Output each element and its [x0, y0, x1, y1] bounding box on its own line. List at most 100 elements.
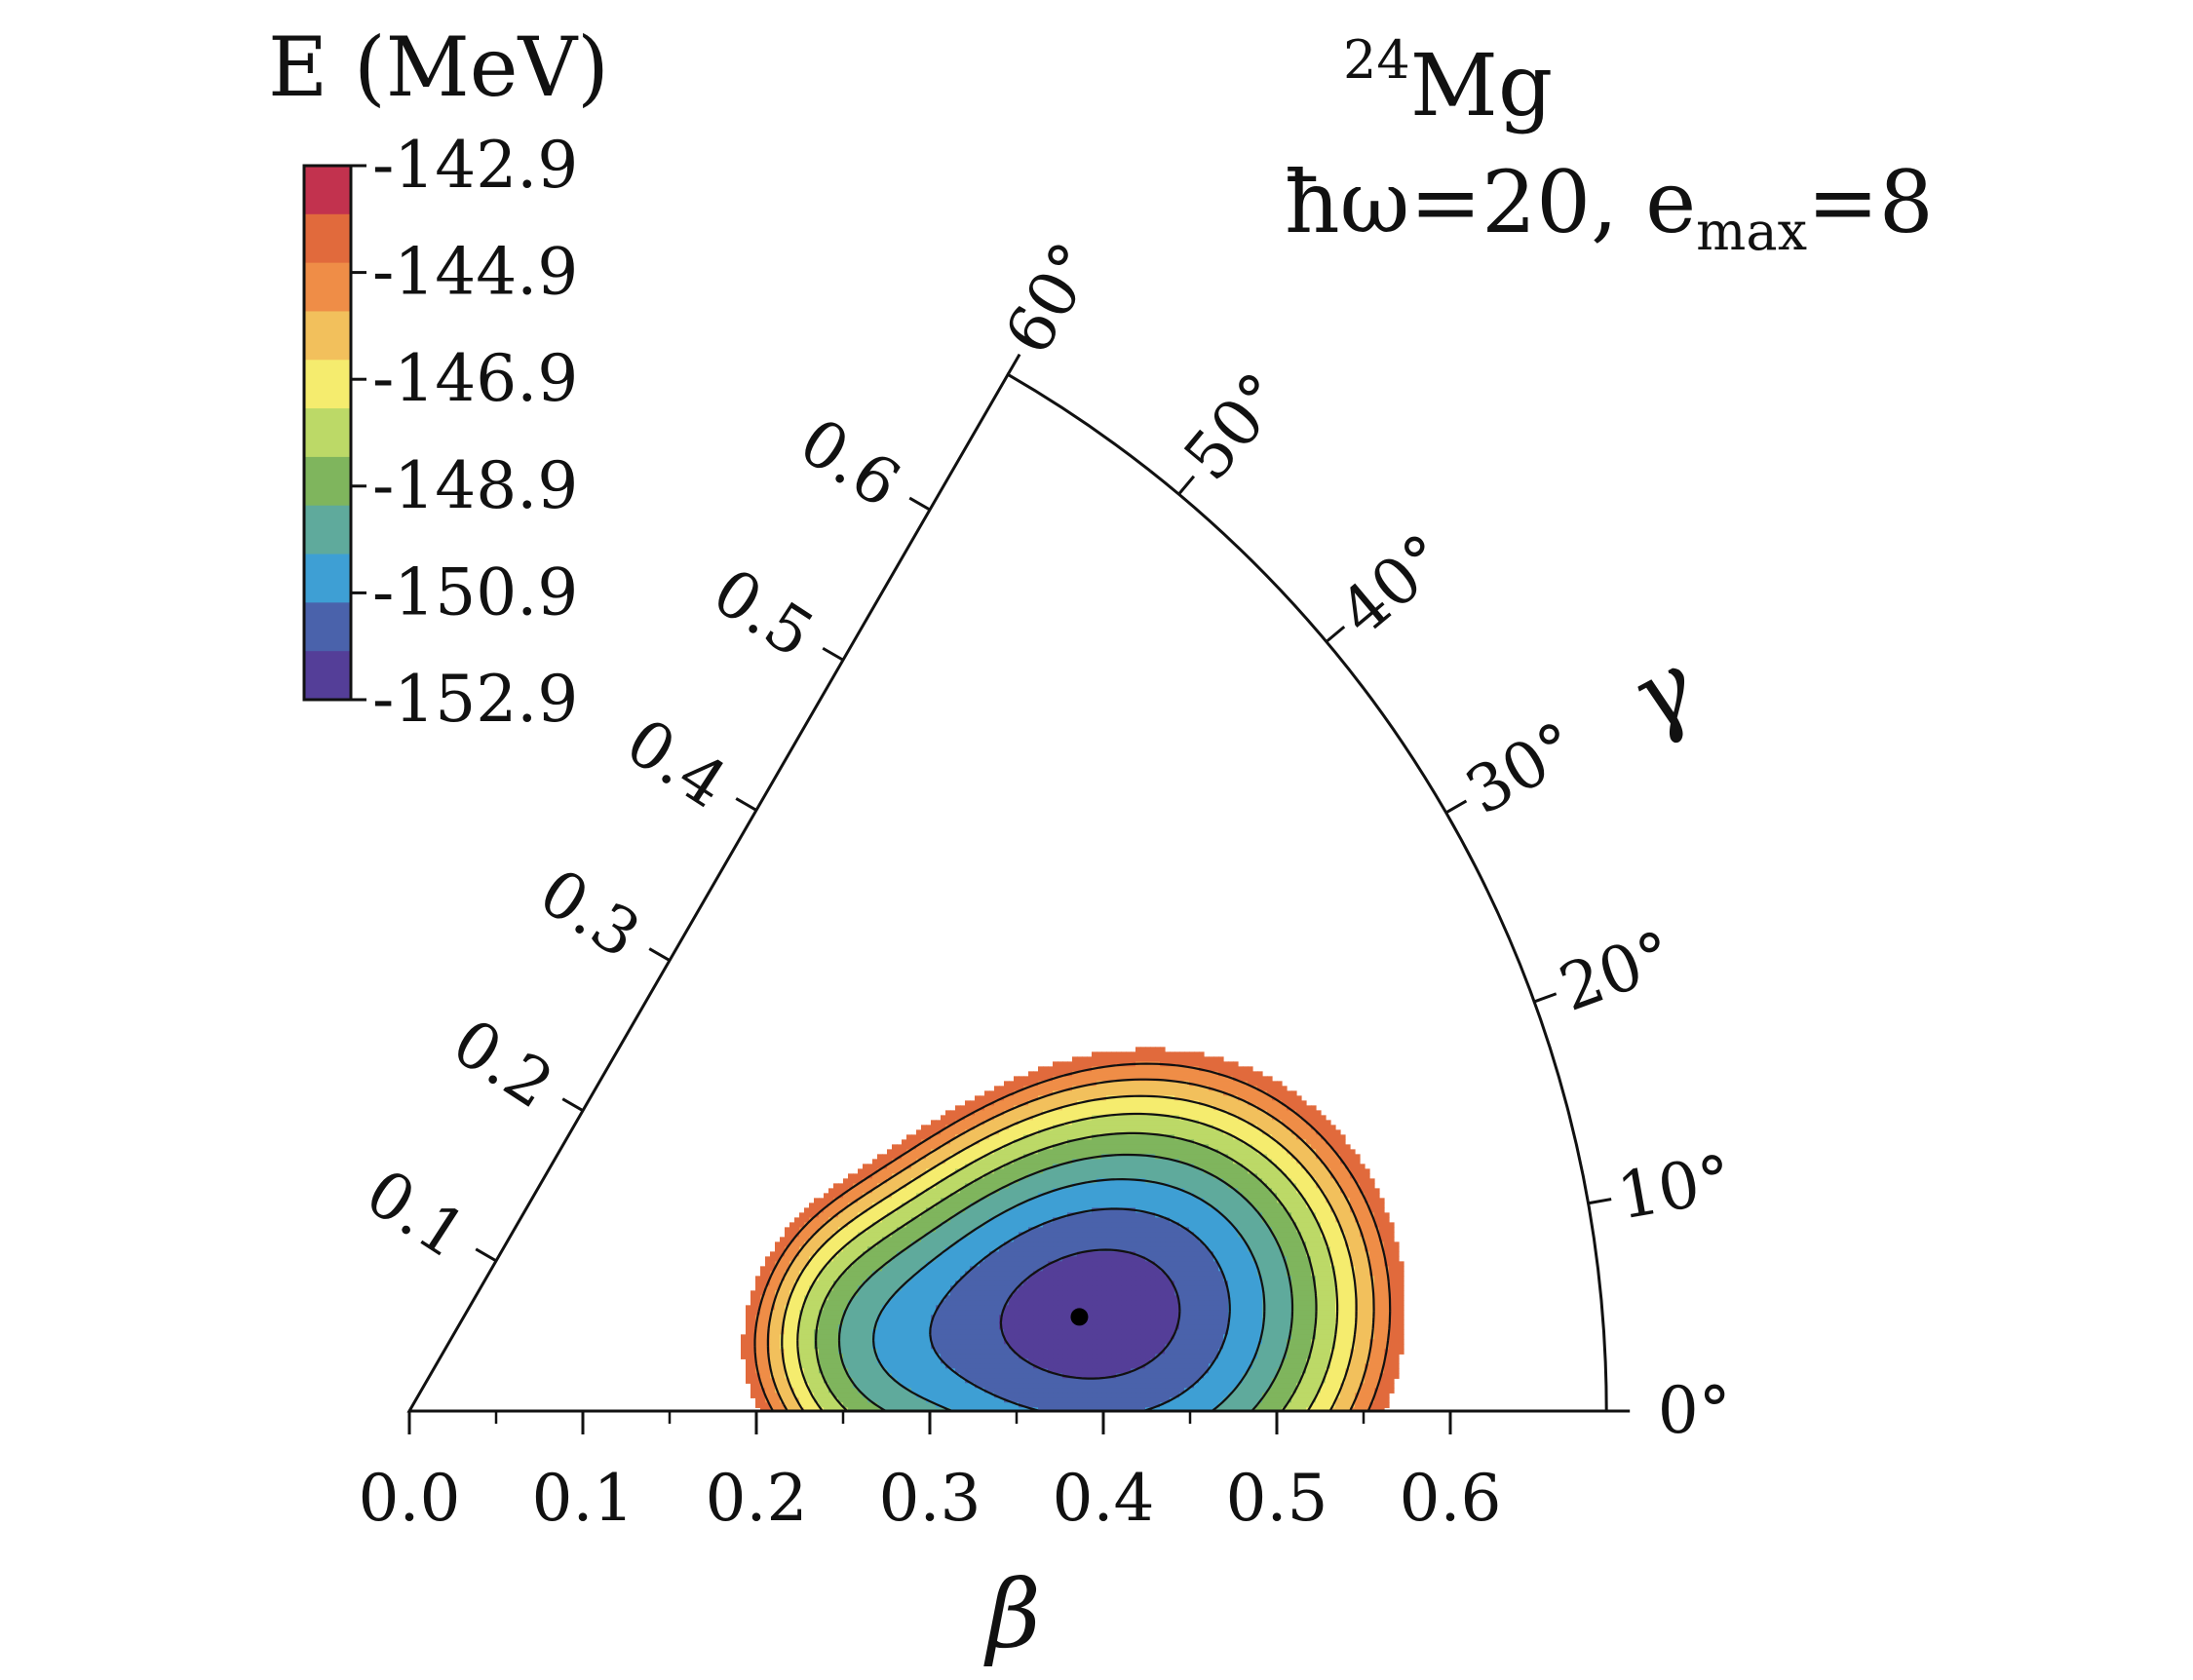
contour-cell	[799, 1280, 805, 1286]
contour-cell	[936, 1232, 942, 1238]
contour-cell	[1140, 1222, 1146, 1228]
contour-cell	[1111, 1198, 1117, 1203]
contour-cell	[1316, 1168, 1322, 1174]
contour-cell	[897, 1256, 903, 1262]
contour-cell	[1218, 1207, 1224, 1213]
contour-cell	[1048, 1110, 1054, 1116]
contour-cell	[936, 1217, 942, 1223]
contour-cell	[970, 1232, 976, 1238]
contour-cell	[994, 1203, 1000, 1208]
contour-cell	[921, 1159, 927, 1165]
contour-cell	[984, 1183, 990, 1189]
contour-cell	[1038, 1071, 1044, 1077]
contour-cell	[1028, 1139, 1034, 1145]
contour-cell	[1126, 1203, 1132, 1208]
contour-cell	[1077, 1115, 1083, 1121]
contour-cell	[1014, 1207, 1020, 1213]
contour-cell	[975, 1129, 981, 1135]
contour-cell	[1145, 1168, 1151, 1174]
contour-cell	[1101, 1280, 1107, 1286]
contour-cell	[1009, 1134, 1015, 1140]
contour-cell	[1126, 1120, 1132, 1126]
contour-cell	[1116, 1168, 1122, 1174]
contour-cell	[1218, 1256, 1224, 1262]
contour-cell	[1262, 1266, 1268, 1272]
contour-cell	[1096, 1198, 1102, 1203]
contour-cell	[1111, 1237, 1117, 1242]
contour-cell	[828, 1193, 834, 1199]
contour-cell	[1111, 1105, 1117, 1111]
contour-cell	[853, 1173, 859, 1179]
contour-cell	[1321, 1266, 1327, 1272]
contour-cell	[1311, 1203, 1317, 1208]
contour-cell	[897, 1271, 903, 1277]
contour-cell	[1287, 1154, 1292, 1160]
contour-cell	[1213, 1159, 1219, 1165]
contour-cell	[892, 1261, 898, 1267]
contour-cell	[819, 1241, 825, 1247]
contour-cell	[1248, 1183, 1253, 1189]
contour-cell	[1126, 1164, 1132, 1169]
contour-cell	[1140, 1227, 1146, 1233]
contour-cell	[853, 1295, 859, 1301]
contour-cell	[1321, 1237, 1327, 1242]
contour-cell	[941, 1188, 946, 1194]
contour-cell	[1350, 1276, 1356, 1281]
contour-cell	[984, 1154, 990, 1160]
contour-cell	[1218, 1237, 1224, 1242]
contour-cell	[1145, 1056, 1151, 1062]
contour-cell	[994, 1086, 1000, 1091]
contour-cell	[1096, 1086, 1102, 1091]
contour-cell	[1179, 1168, 1185, 1174]
contour-cell	[1174, 1266, 1180, 1272]
contour-cell	[931, 1193, 937, 1199]
contour-cell	[1082, 1280, 1088, 1286]
contour-cell	[1174, 1178, 1180, 1184]
contour-cell	[1082, 1086, 1088, 1091]
contour-cell	[1345, 1217, 1351, 1223]
contour-cell	[1092, 1198, 1097, 1203]
contour-cell	[916, 1144, 922, 1150]
contour-cell	[1243, 1144, 1249, 1150]
contour-cell	[1189, 1095, 1195, 1101]
contour-cell	[1277, 1178, 1283, 1184]
contour-cell	[955, 1261, 961, 1267]
contour-cell	[1170, 1105, 1175, 1111]
contour-cell	[765, 1271, 771, 1277]
contour-cell	[1311, 1154, 1317, 1160]
contour-cell	[1179, 1120, 1185, 1126]
contour-cell	[1062, 1090, 1068, 1096]
contour-cell	[1228, 1203, 1234, 1208]
contour-cell	[1077, 1086, 1083, 1091]
contour-cell	[872, 1227, 878, 1233]
contour-cell	[1384, 1251, 1390, 1257]
contour-cell	[1384, 1237, 1390, 1242]
contour-cell	[1160, 1241, 1166, 1247]
contour-cell	[1287, 1261, 1292, 1267]
contour-cell	[1062, 1061, 1068, 1067]
contour-cell	[1126, 1178, 1132, 1184]
contour-cell	[1121, 1071, 1127, 1077]
contour-cell	[1101, 1203, 1107, 1208]
contour-cell	[1384, 1222, 1390, 1228]
contour-cell	[1272, 1246, 1278, 1252]
contour-cell	[1019, 1237, 1024, 1242]
contour-cell	[1194, 1222, 1200, 1228]
contour-cell	[1194, 1280, 1200, 1286]
contour-cell	[1126, 1290, 1132, 1296]
contour-cell	[1028, 1188, 1034, 1194]
contour-cell	[1209, 1227, 1214, 1233]
contour-cell	[916, 1198, 922, 1203]
contour-cell	[1062, 1198, 1068, 1203]
contour-cell	[1262, 1144, 1268, 1150]
contour-cell	[1092, 1261, 1097, 1267]
contour-cell	[887, 1280, 893, 1286]
contour-cell	[1311, 1232, 1317, 1238]
contour-cell	[848, 1212, 854, 1218]
contour-cell	[1228, 1061, 1234, 1067]
contour-cell	[1174, 1164, 1180, 1169]
contour-cell	[1116, 1178, 1122, 1184]
contour-cell	[1067, 1276, 1073, 1281]
contour-cell	[1335, 1237, 1341, 1242]
contour-cell	[863, 1212, 868, 1218]
